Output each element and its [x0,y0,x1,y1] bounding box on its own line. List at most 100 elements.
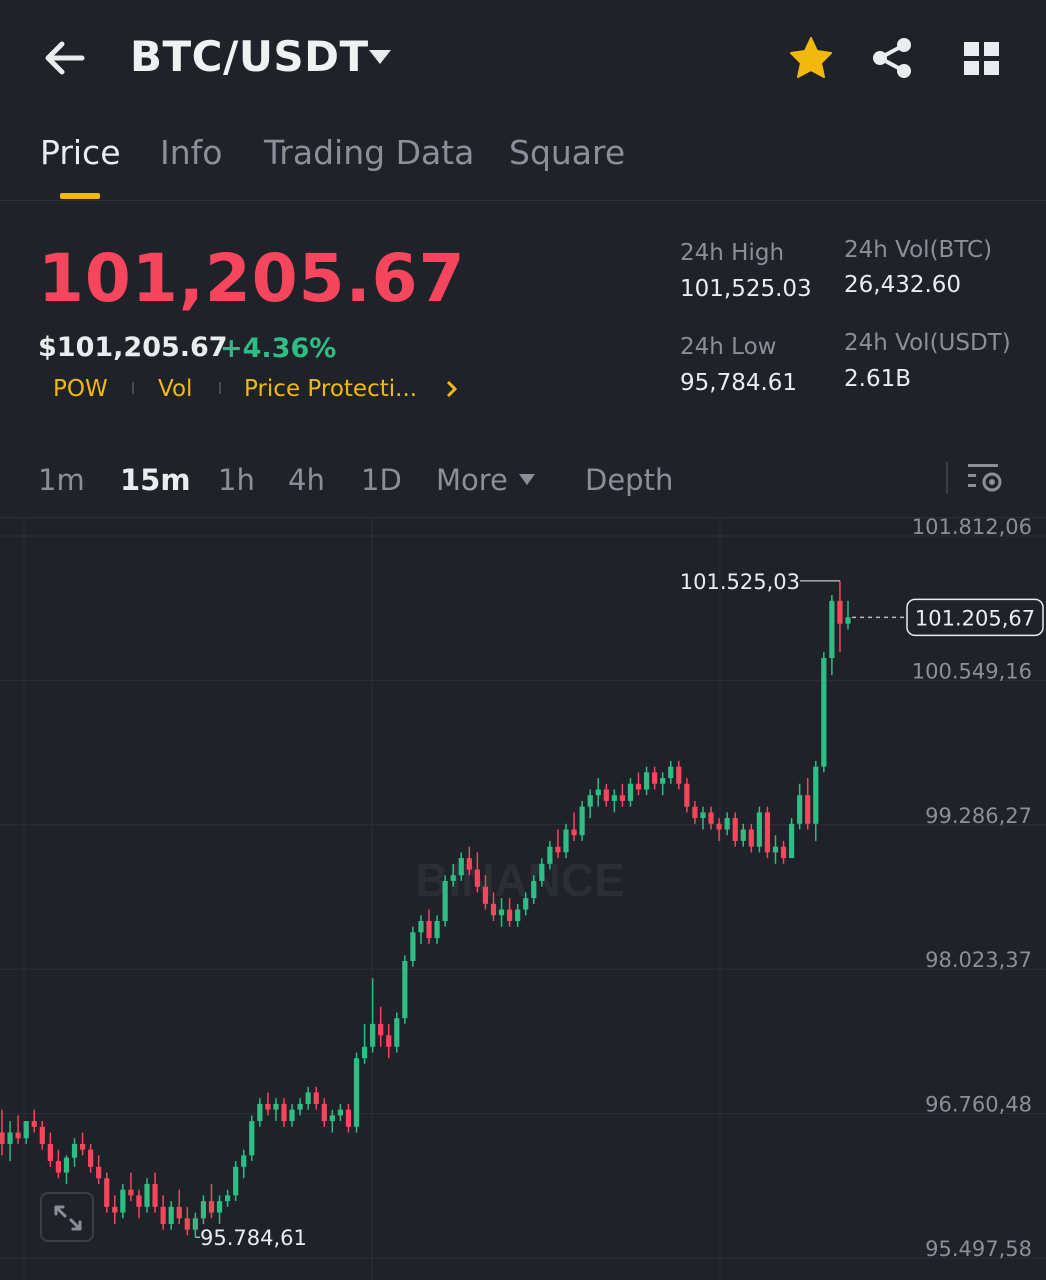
candle-body [547,846,553,864]
candle-body [482,886,489,904]
candle-body [724,818,730,830]
y-tick-label: 100.549,16 [912,659,1032,683]
tab-info[interactable]: Info [160,133,223,172]
candle-body [539,863,545,881]
candle-body [386,1035,392,1047]
tab-square[interactable]: Square [509,133,626,172]
candle-body [233,1166,239,1196]
candle-body [426,920,432,939]
candle-body [370,1023,376,1047]
candle-body [192,1218,198,1230]
candle-body [507,909,513,921]
candle-body [313,1092,319,1104]
usd-price: $101,205.67 [38,332,228,363]
star-icon[interactable] [788,36,834,80]
interval-1h[interactable]: 1h [218,463,255,497]
candle-body [740,829,746,841]
expand-chart-button[interactable] [40,1192,94,1242]
stat-value-vol-usdt: 2.61B [844,366,911,392]
share-icon[interactable] [870,36,914,80]
candle-body [845,617,851,624]
interval-15m[interactable]: 15m [120,463,191,497]
candle-body [442,880,448,921]
candle-body [79,1143,86,1150]
candle-body [63,1157,70,1173]
divider [946,462,948,494]
candle-body [797,795,803,824]
candle-body [805,795,811,824]
stat-value-high: 101,525.03 [680,276,812,302]
candle-body [345,1109,352,1127]
candle-body [772,846,779,853]
candle-body [579,806,585,836]
candle-body [716,823,722,830]
interval-4h[interactable]: 4h [288,463,325,497]
candle-body [281,1103,287,1122]
candle-body [176,1206,182,1219]
candle-body [756,812,762,847]
candle-body [128,1189,134,1196]
candle-body [410,932,416,962]
candle-body [587,795,593,807]
candle-body [15,1132,21,1139]
candle-body [136,1195,142,1207]
candle-body [434,920,440,939]
candle-body [216,1201,223,1213]
tag-separator [132,382,134,394]
tag-vol[interactable]: Vol [158,376,193,402]
candle-body [611,795,617,801]
tab-price[interactable]: Price [40,133,121,172]
last-price-label: 101.205,67 [915,606,1035,630]
candle-body [466,858,472,870]
candle-body [668,766,674,779]
depth-tab[interactable]: Depth [585,463,674,497]
candle-body [361,1046,368,1059]
candle-body [337,1109,343,1116]
candle-body [394,1018,400,1047]
candle-body [104,1178,110,1207]
candle-body [241,1155,247,1167]
pair-title[interactable]: BTC/USDT [130,32,369,81]
candle-body [635,783,642,790]
chart-settings-icon[interactable] [966,460,1006,496]
candle-body [700,812,706,819]
candle-body [112,1206,118,1213]
candle-body [684,783,690,807]
stat-value-low: 95,784.61 [680,370,798,396]
candle-body [378,1023,384,1036]
candle-body [55,1161,61,1173]
interval-1m[interactable]: 1m [38,463,85,497]
stat-label-vol-btc: 24h Vol(BTC) [844,237,993,263]
more-caret-icon[interactable] [518,472,536,486]
chevron-right-icon[interactable] [444,379,460,399]
candle-body [732,818,738,841]
high-marker-label: 101.525,03 [680,570,800,594]
candle-body [289,1109,295,1122]
y-tick-label: 96.760,48 [925,1093,1032,1117]
last-price: 101,205.67 [38,240,466,317]
candle-body [498,909,505,916]
watermark: BINANCE [415,854,625,906]
tab-trading-data[interactable]: Trading Data [264,133,475,172]
divider [0,200,1046,201]
back-arrow-icon[interactable] [40,38,88,78]
candle-body [708,812,714,824]
candlestick-chart[interactable]: BINANCE 101.812,06 100.549,16 99.286,27 98.0… [0,518,1046,1280]
interval-1d[interactable]: 1D [361,463,402,497]
candle-body [643,772,650,790]
candle-body [474,869,480,887]
candle-body [563,829,569,853]
caret-down-icon[interactable] [368,48,392,66]
interval-more[interactable]: More [436,463,508,497]
divider [0,517,1046,518]
candle-body [168,1206,174,1224]
tag-pow[interactable]: POW [53,376,108,402]
grid-icon[interactable] [962,40,1002,78]
y-tick-label: 99.286,27 [925,804,1032,828]
stat-label-vol-usdt: 24h Vol(USDT) [844,330,1011,356]
candle-body [120,1189,126,1213]
candle-body [402,961,408,1019]
candle-body [450,875,456,881]
tag-price-protection[interactable]: Price Protecti... [244,376,418,402]
candle-body [71,1143,78,1158]
